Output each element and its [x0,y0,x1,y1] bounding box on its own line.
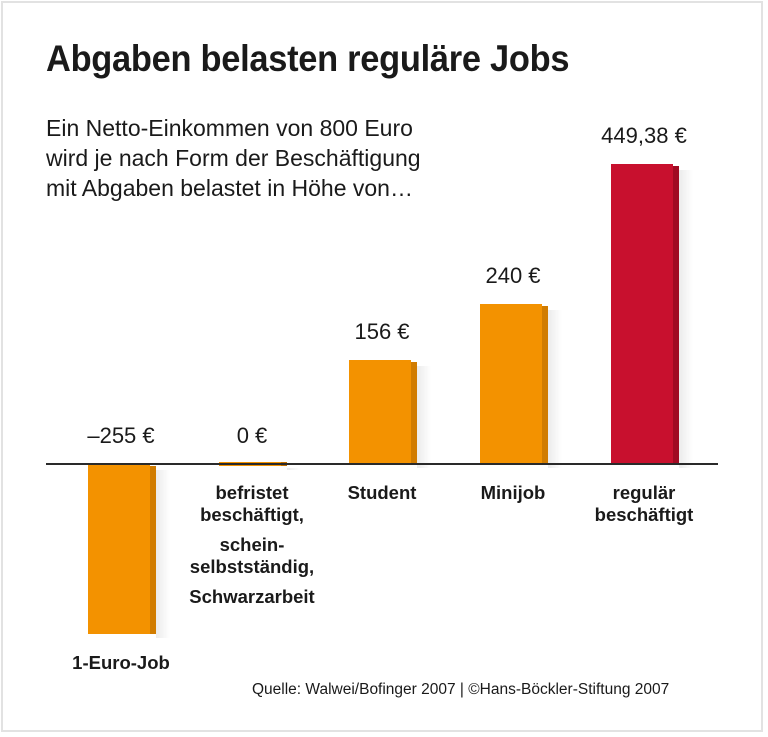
value-label: 0 € [236,423,268,448]
bar-front [349,359,411,464]
bar-shadow [417,365,431,468]
bar-front [88,464,150,635]
bar-side [411,361,417,464]
category-label: befristet beschäftigt, schein-selbstständi… [189,482,315,607]
bar-3 [480,303,562,468]
bar-front [611,164,673,464]
value-label: 156 € [354,318,410,344]
bar-front [480,303,542,464]
bar-side [150,466,156,635]
zero-baseline [46,463,718,465]
bar-0 [88,464,170,639]
value-label: 449,38 € [601,123,687,149]
bar-shadow [679,170,693,468]
bar-shadow [548,309,562,468]
category-label: Minijob [480,482,546,503]
category-label: regulär beschäftigt [594,482,694,525]
value-label: –255 € [87,423,155,448]
category-label: 1-Euro-Job [72,652,170,674]
bar-4 [611,164,693,468]
bar-side [542,305,548,464]
bar-2 [349,359,431,468]
bar-shadow [156,470,170,639]
value-label: 240 € [485,262,541,288]
chart-subtitle: Ein Netto-Einkommen von 800 Euro wird je… [46,115,421,201]
bar-shadow [287,468,301,470]
category-label: Student [347,482,417,503]
source-credit: Quelle: Walwei/Bofinger 2007 | ©Hans-Böc… [252,681,670,698]
bar-side [673,166,679,464]
chart-title: Abgaben belasten reguläre Jobs [46,38,570,79]
